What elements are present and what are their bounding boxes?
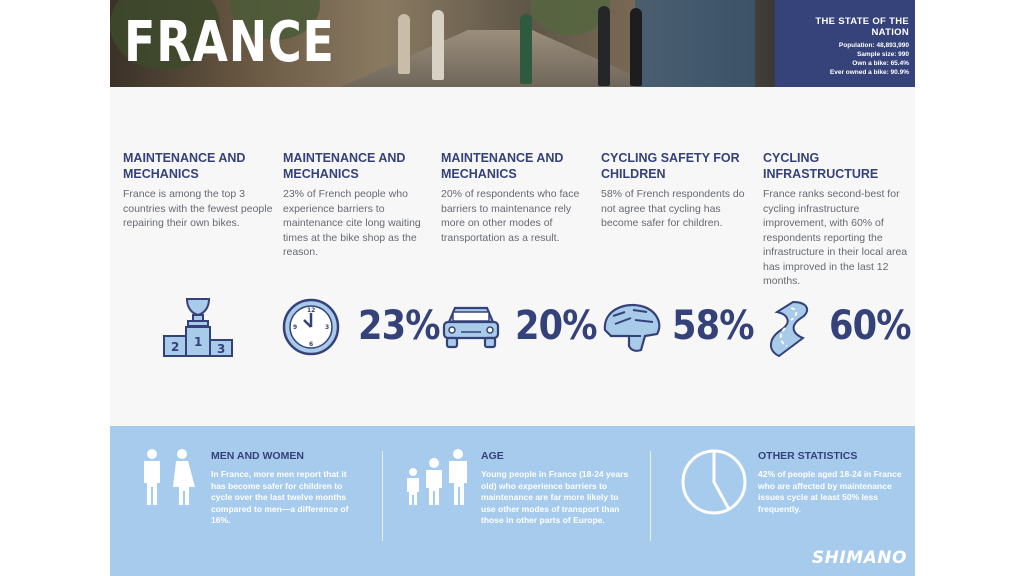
stat-column: CYCLING SAFETY FOR CHILDREN 58% of Frenc… bbox=[601, 150, 751, 231]
brand-logo: SHIMANO bbox=[811, 548, 907, 568]
column-heading: MAINTENANCE AND MECHANICS bbox=[441, 151, 564, 181]
svg-text:3: 3 bbox=[217, 342, 225, 356]
nation-heading: THE STATE OF THE NATION bbox=[815, 16, 909, 38]
nation-stat: Own a bike: 65.4% bbox=[852, 60, 909, 67]
bottom-stats-band: MEN AND WOMEN In France, more men report… bbox=[110, 426, 915, 576]
man-woman-icon bbox=[144, 449, 195, 505]
people-ages-icon bbox=[407, 449, 467, 505]
svg-text:1: 1 bbox=[194, 335, 202, 349]
svg-text:2: 2 bbox=[171, 340, 179, 354]
nation-stat: Sample size: 990 bbox=[856, 51, 909, 58]
bottom-heading: OTHER STATISTICS bbox=[758, 450, 858, 462]
clock-icon: 12 3 6 9 bbox=[282, 298, 340, 356]
svg-text:3: 3 bbox=[325, 324, 329, 331]
bottom-text: In France, more men report that it has b… bbox=[211, 469, 349, 525]
bottom-text: 42% of people aged 18-24 in France who a… bbox=[758, 469, 902, 514]
column-text: France is among the top 3 countries with… bbox=[123, 188, 273, 229]
bottom-text: Young people in France (18-24 years old)… bbox=[481, 469, 629, 525]
percent-value: 20% bbox=[515, 303, 597, 349]
column-heading: MAINTENANCE AND MECHANICS bbox=[283, 151, 406, 181]
svg-text:12: 12 bbox=[307, 307, 315, 314]
percent-value: 58% bbox=[672, 303, 754, 349]
column-text: 20% of respondents who face barriers to … bbox=[441, 188, 580, 244]
column-text: 23% of French people who experience barr… bbox=[283, 188, 421, 258]
column-heading: CYCLING INFRASTRUCTURE bbox=[763, 151, 879, 181]
page-title: FRANCE bbox=[124, 10, 335, 75]
svg-text:6: 6 bbox=[309, 341, 313, 348]
nation-stat: Population: 48,893,990 bbox=[838, 42, 909, 49]
bottom-heading: MEN AND WOMEN bbox=[211, 450, 304, 462]
divider bbox=[382, 451, 383, 541]
road-icon bbox=[770, 300, 809, 358]
column-heading: MAINTENANCE AND MECHANICS bbox=[123, 151, 246, 181]
stat-column: MAINTENANCE AND MECHANICS France is amon… bbox=[123, 150, 273, 231]
stat-column: MAINTENANCE AND MECHANICS 20% of respond… bbox=[441, 150, 591, 245]
infographic-slide: FRANCE THE STATE OF THE NATION Populatio… bbox=[110, 0, 915, 576]
pie-chart-icon bbox=[681, 449, 747, 515]
percent-value: 23% bbox=[358, 303, 440, 349]
bottom-section: OTHER STATISTICS 42% of people aged 18-2… bbox=[758, 450, 908, 515]
column-heading: CYCLING SAFETY FOR CHILDREN bbox=[601, 151, 740, 181]
car-icon bbox=[442, 306, 500, 349]
nation-stat: Ever owned a bike: 90.9% bbox=[829, 69, 909, 76]
bottom-section: AGE Young people in France (18-24 years … bbox=[481, 450, 631, 527]
stat-column: CYCLING INFRASTRUCTURE France ranks seco… bbox=[763, 150, 908, 289]
column-text: France ranks second-best for cycling inf… bbox=[763, 188, 908, 287]
svg-text:9: 9 bbox=[293, 324, 297, 331]
percent-value: 60% bbox=[829, 303, 911, 349]
stat-column: MAINTENANCE AND MECHANICS 23% of French … bbox=[283, 150, 423, 260]
divider bbox=[650, 451, 651, 541]
column-text: 58% of French respondents do not agree t… bbox=[601, 188, 745, 229]
nation-stats-box: THE STATE OF THE NATION Population: 48,8… bbox=[775, 0, 915, 87]
bottom-section: MEN AND WOMEN In France, more men report… bbox=[211, 450, 361, 527]
helmet-icon bbox=[603, 303, 661, 352]
bottom-heading: AGE bbox=[481, 450, 504, 462]
podium-trophy-icon: 1 2 3 bbox=[163, 298, 233, 357]
hero-photo-banner: FRANCE THE STATE OF THE NATION Populatio… bbox=[110, 0, 915, 87]
